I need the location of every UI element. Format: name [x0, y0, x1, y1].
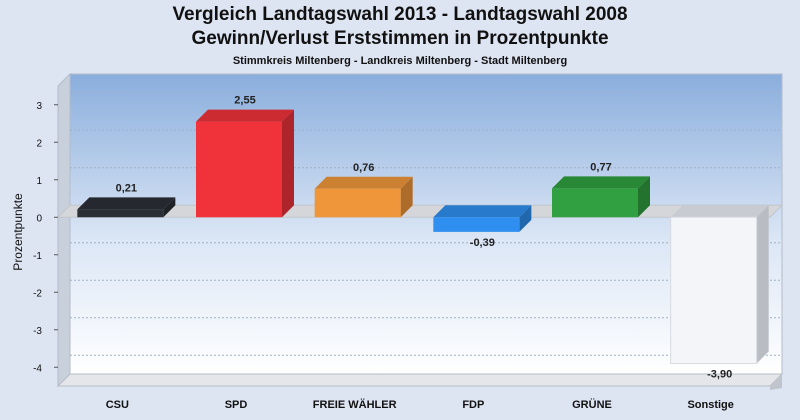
x-category-label: SPD	[225, 399, 248, 411]
x-category-label: FDP	[462, 399, 484, 411]
plot-floor-edge	[770, 374, 782, 390]
bar-top	[77, 197, 176, 210]
chart-title: Vergleich Landtagswahl 2013 - Landtagswa…	[172, 4, 628, 25]
data-label: 0,77	[590, 161, 611, 173]
bar-side	[638, 176, 650, 218]
bar-front	[433, 217, 520, 232]
data-label: 2,55	[234, 95, 255, 107]
bar-fdp	[433, 205, 532, 232]
data-label: 0,21	[116, 182, 137, 194]
y-tick-label: -3	[33, 326, 42, 337]
y-tick-label: 0	[36, 213, 42, 224]
bar-front	[670, 216, 758, 364]
x-category-label: CSU	[106, 399, 129, 411]
plot-back-wall	[69, 73, 783, 375]
y-tick-label: -4	[33, 363, 42, 374]
bar-csu	[77, 197, 176, 218]
y-tick-label: 3	[36, 101, 42, 112]
bar-front	[314, 188, 401, 218]
bar-side	[163, 197, 176, 218]
bar-spd	[196, 109, 294, 218]
bar-front	[77, 209, 164, 218]
bar-top	[433, 205, 532, 218]
data-label: 0,76	[353, 162, 374, 174]
bar-front	[196, 121, 282, 218]
bar-freie-wähler	[314, 176, 413, 218]
bar-side	[756, 205, 769, 364]
y-tick-label: 2	[36, 138, 42, 149]
chart-caption: Stimmkreis Miltenberg - Landkreis Milten…	[232, 55, 568, 67]
chart-subtitle: Gewinn/Verlust Erststimmen in Prozentpun…	[191, 28, 609, 49]
x-category-label: GRÜNE	[572, 398, 612, 411]
data-label: -0,39	[470, 237, 495, 249]
bar-grüne	[552, 176, 650, 218]
y-axis-label: Prozentpunkte	[11, 193, 25, 271]
y-tick-label: 1	[36, 176, 42, 187]
x-category-label: FREIE WÄHLER	[313, 398, 397, 411]
y-tick-label: -1	[33, 251, 42, 262]
bar-top	[196, 109, 294, 122]
bar-front	[552, 188, 638, 218]
bar-top	[314, 176, 413, 189]
bar-sonstige	[670, 205, 769, 364]
bar-side	[400, 176, 413, 218]
data-label: -3,90	[707, 369, 732, 381]
plot-left-wall	[57, 72, 71, 388]
plot-floor	[56, 373, 784, 387]
bar-side	[282, 109, 294, 218]
bar-side	[519, 205, 532, 232]
y-tick-label: -2	[33, 288, 42, 299]
bar-top	[670, 205, 769, 218]
x-category-label: Sonstige	[687, 399, 733, 411]
bar-top	[552, 176, 650, 189]
